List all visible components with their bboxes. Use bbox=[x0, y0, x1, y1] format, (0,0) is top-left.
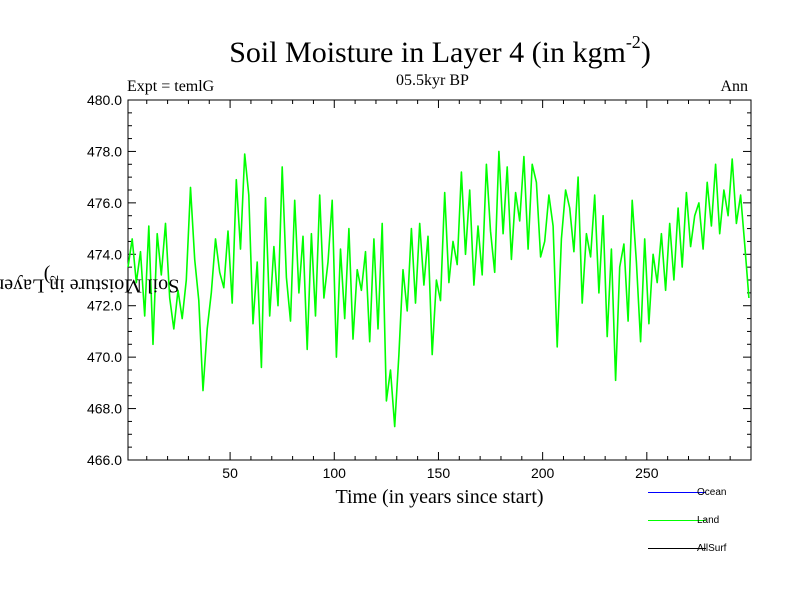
legend-allsurf-line bbox=[648, 548, 706, 549]
legend-ocean-label: Ocean bbox=[697, 487, 727, 498]
y-tick-label: 466.0 bbox=[87, 452, 122, 468]
legend: Ocean Land AllSurf bbox=[640, 0, 800, 600]
series-group bbox=[127, 150, 750, 428]
legend-land-label: Land bbox=[697, 515, 720, 526]
series-line-land bbox=[127, 150, 750, 428]
y-tick-label: 480.0 bbox=[87, 92, 122, 108]
x-tick-label: 100 bbox=[323, 465, 347, 481]
y-tick-label: 476.0 bbox=[87, 195, 122, 211]
y-tick-label: 468.0 bbox=[87, 401, 122, 417]
x-tick-label: 250 bbox=[635, 465, 659, 481]
legend-allsurf-label: AllSurf bbox=[697, 543, 727, 554]
experiment-label: Expt = temlG bbox=[127, 78, 215, 95]
x-tick-label: 50 bbox=[222, 465, 238, 481]
annual-label: Ann bbox=[720, 78, 748, 95]
x-axis: 50 100 150 200 250 bbox=[146, 100, 731, 481]
y-tick-label: 470.0 bbox=[87, 349, 122, 365]
period-label: 05.5kyr BP bbox=[396, 72, 469, 89]
y-tick-label: 478.0 bbox=[87, 143, 122, 159]
legend-ocean-line bbox=[648, 492, 706, 493]
x-axis-label: Time (in years since start) bbox=[335, 486, 544, 508]
x-tick-label: 150 bbox=[427, 465, 451, 481]
y-axis: 466.0 468.0 470.0 472.0 474.0 476.0 478.0 480.0 bbox=[87, 92, 751, 468]
y-tick-label: 472.0 bbox=[87, 298, 122, 314]
x-tick-label: 200 bbox=[531, 465, 555, 481]
legend-land-line bbox=[648, 520, 706, 521]
y-tick-label: 474.0 bbox=[87, 246, 122, 262]
chart-title: Soil Moisture in Layer 4 (in kgm-2) bbox=[229, 32, 651, 69]
